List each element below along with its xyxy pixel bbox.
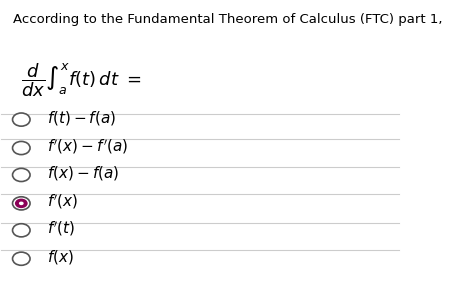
Text: $f(t) - f(a)$: $f(t) - f(a)$ — [47, 109, 117, 127]
Text: $f(x) - f(a)$: $f(x) - f(a)$ — [47, 165, 119, 182]
Circle shape — [12, 224, 30, 237]
Circle shape — [12, 141, 30, 155]
Circle shape — [19, 201, 24, 205]
Text: $\dfrac{d}{dx} \int_a^{x} f(t)\, dt \ =$: $\dfrac{d}{dx} \int_a^{x} f(t)\, dt \ =$ — [21, 61, 142, 99]
Text: $f'(x) - f'(a)$: $f'(x) - f'(a)$ — [47, 137, 128, 156]
Circle shape — [12, 252, 30, 265]
Circle shape — [12, 168, 30, 182]
Circle shape — [12, 197, 30, 210]
Text: $f'(t)$: $f'(t)$ — [47, 220, 75, 238]
Text: $f(x)$: $f(x)$ — [47, 248, 74, 266]
Text: $f'(x)$: $f'(x)$ — [47, 193, 79, 211]
Circle shape — [15, 199, 27, 208]
Circle shape — [12, 113, 30, 126]
Text: According to the Fundamental Theorem of Calculus (FTC) part 1,: According to the Fundamental Theorem of … — [13, 13, 443, 26]
